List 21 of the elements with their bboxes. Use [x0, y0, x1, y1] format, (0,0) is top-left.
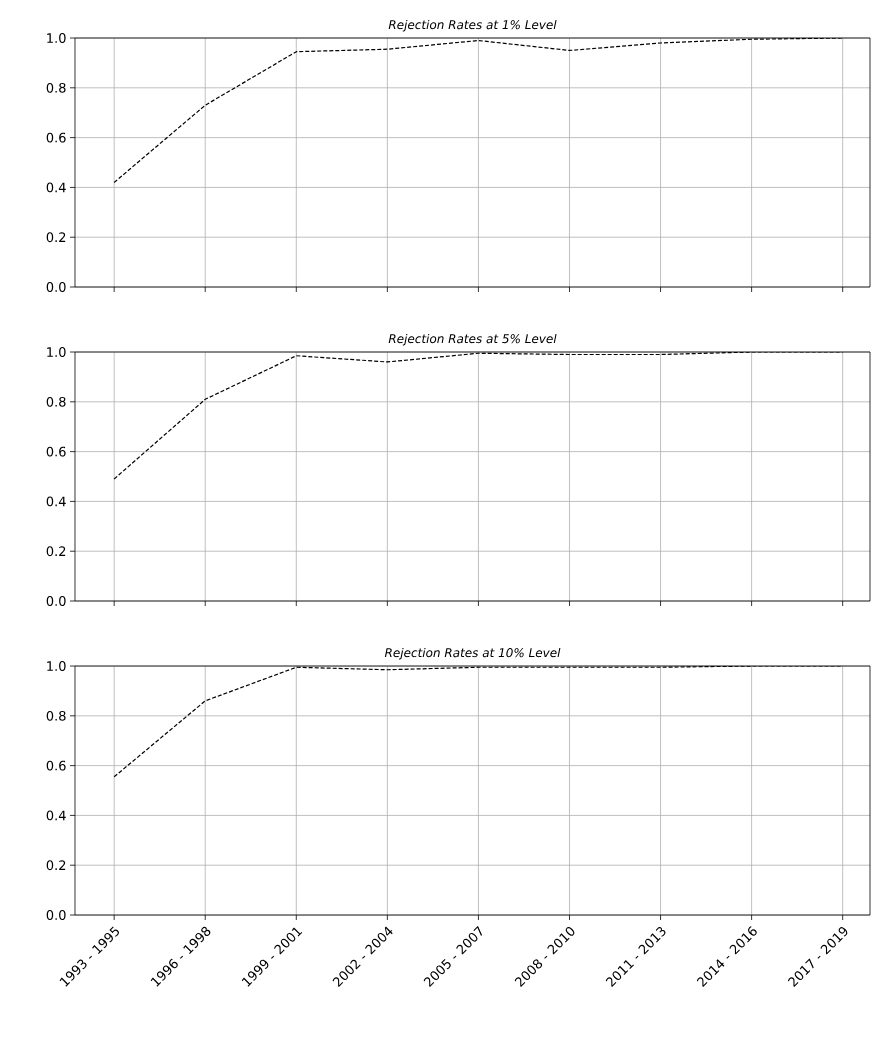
y-tick-label: 0.4: [46, 810, 66, 821]
y-tick-label: 0.0: [46, 282, 66, 292]
chart-title: Rejection Rates at 5% Level: [388, 333, 557, 346]
y-tick-label: 0.2: [46, 860, 66, 871]
chart-title: Rejection Rates at 1% Level: [388, 19, 557, 32]
y-tick-label: 1.0: [47, 661, 66, 671]
y-tick-label: 0.8: [46, 396, 66, 407]
y-tick-label: 0.2: [46, 232, 66, 243]
y-tick-label: 0.6: [46, 446, 66, 457]
y-tick-label: 0.8: [46, 82, 66, 93]
y-tick-label: 0.2: [46, 546, 66, 557]
y-tick-label: 0.8: [46, 710, 66, 721]
y-tick-label: 1.0: [47, 33, 66, 43]
y-tick-label: 0.4: [46, 182, 66, 193]
y-tick-label: 0.0: [46, 910, 66, 920]
y-tick-label: 0.6: [46, 132, 66, 143]
y-tick-label: 0.6: [46, 760, 66, 771]
y-tick-label: 1.0: [47, 347, 66, 357]
y-tick-label: 0.4: [46, 496, 66, 507]
chart-title: Rejection Rates at 10% Level: [384, 647, 561, 660]
y-tick-label: 0.0: [46, 596, 66, 606]
